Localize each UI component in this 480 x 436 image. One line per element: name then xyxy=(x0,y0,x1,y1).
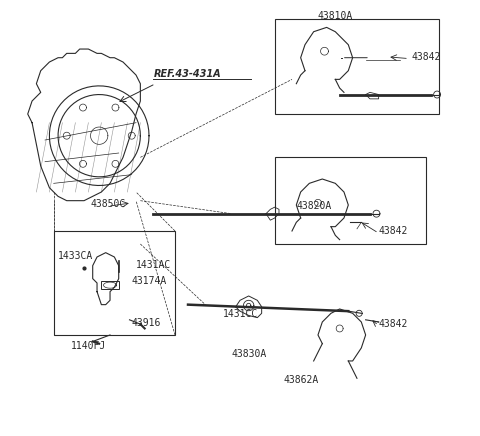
Text: 43842: 43842 xyxy=(379,226,408,236)
Text: 43830A: 43830A xyxy=(231,350,266,360)
Text: 43842: 43842 xyxy=(379,319,408,329)
Bar xyxy=(275,157,426,244)
Bar xyxy=(54,231,175,335)
Text: 43862A: 43862A xyxy=(283,375,319,385)
Text: 43810A: 43810A xyxy=(318,11,353,21)
Text: 1433CA: 1433CA xyxy=(58,251,93,261)
Text: 43842: 43842 xyxy=(411,52,441,62)
Text: 43850C: 43850C xyxy=(90,199,125,209)
Bar xyxy=(101,281,119,290)
Text: 43174A: 43174A xyxy=(132,276,167,286)
Text: 43820A: 43820A xyxy=(296,201,331,211)
Text: 1140FJ: 1140FJ xyxy=(71,341,106,351)
Text: 1431CC: 1431CC xyxy=(223,309,258,319)
Bar xyxy=(275,19,439,114)
Text: 1431AC: 1431AC xyxy=(136,260,171,270)
Text: 43916: 43916 xyxy=(132,318,161,328)
Text: REF.43-431A: REF.43-431A xyxy=(153,69,221,79)
